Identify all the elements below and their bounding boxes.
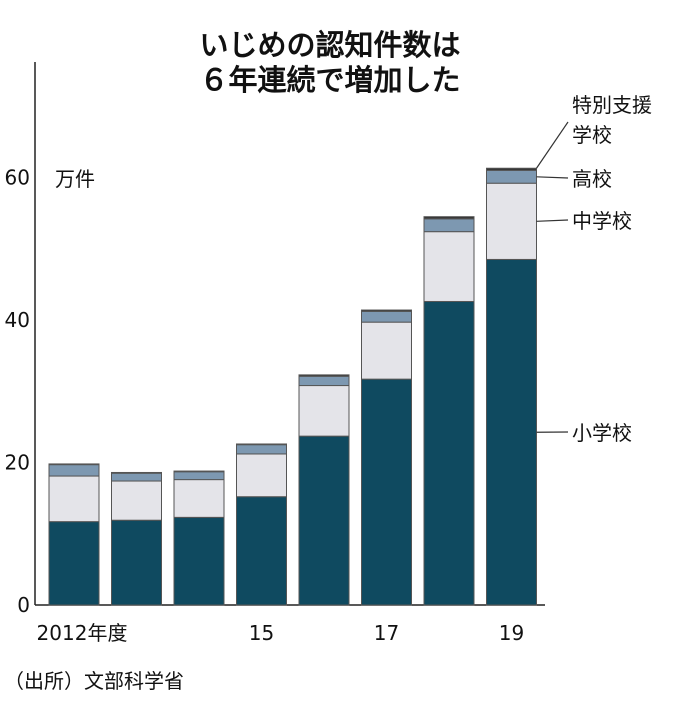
series-label: 小学校 <box>572 421 632 445</box>
bar-segment-2017-1 <box>362 322 412 379</box>
series-label: 高校 <box>572 167 612 191</box>
bar-segment-2012-1 <box>49 476 99 522</box>
bar-segment-2015-1 <box>237 454 287 497</box>
x-tick-label: 17 <box>374 621 399 645</box>
bar-segment-2018-2 <box>424 219 474 232</box>
bar-segment-2014-3 <box>174 471 224 472</box>
bar-segment-2013-2 <box>112 473 162 481</box>
bar-segment-2014-2 <box>174 472 224 480</box>
bar-segment-2013-1 <box>112 481 162 520</box>
unit-label: 万件 <box>55 167 95 191</box>
bar-segment-2017-3 <box>362 310 412 311</box>
bar-segment-2014-0 <box>174 517 224 605</box>
x-tick-label: 19 <box>499 621 524 645</box>
bar-segment-2017-2 <box>362 311 412 322</box>
bar-segment-2012-3 <box>49 464 99 465</box>
bar-segment-2019-3 <box>487 168 537 170</box>
bar-segment-2016-3 <box>299 375 349 376</box>
y-tick-label: 40 <box>5 308 30 332</box>
x-tick-label: 2012年度 <box>37 621 128 645</box>
bar-segment-2018-1 <box>424 232 474 302</box>
series-label: 特別支援 <box>572 93 652 117</box>
chart-title-line-2: ６年連続で増加した <box>199 63 460 97</box>
bar-segment-2015-3 <box>237 444 287 445</box>
leader-line <box>537 220 569 221</box>
bar-segment-2018-0 <box>424 301 474 605</box>
bar-segment-2015-0 <box>237 497 287 605</box>
bar-segment-2013-0 <box>112 520 162 605</box>
bar-segment-2012-2 <box>49 465 99 476</box>
source-note: （出所）文部科学省 <box>4 669 184 693</box>
bar-segment-2019-2 <box>487 170 537 183</box>
series-label: 中学校 <box>572 209 632 233</box>
bar-segment-2012-0 <box>49 522 99 605</box>
series-label: 学校 <box>572 123 612 147</box>
bar-segment-2015-2 <box>237 445 287 454</box>
y-tick-label: 60 <box>5 166 30 190</box>
bar-segment-2014-1 <box>174 480 224 518</box>
y-tick-label: 0 <box>17 593 30 617</box>
chart-title-line-1: いじめの認知件数は <box>199 28 460 62</box>
bar-segment-2013-3 <box>112 472 162 473</box>
x-tick-label: 15 <box>249 621 274 645</box>
bar-segment-2019-0 <box>487 259 537 605</box>
bar-segment-2016-1 <box>299 386 349 437</box>
bar-segment-2018-3 <box>424 217 474 219</box>
leader-line <box>537 177 569 178</box>
bar-segment-2016-2 <box>299 376 349 385</box>
bar-segment-2016-0 <box>299 436 349 605</box>
y-tick-label: 20 <box>5 451 30 475</box>
bar-segment-2017-0 <box>362 379 412 605</box>
leader-line <box>537 122 569 168</box>
bar-segment-2019-1 <box>487 183 537 259</box>
